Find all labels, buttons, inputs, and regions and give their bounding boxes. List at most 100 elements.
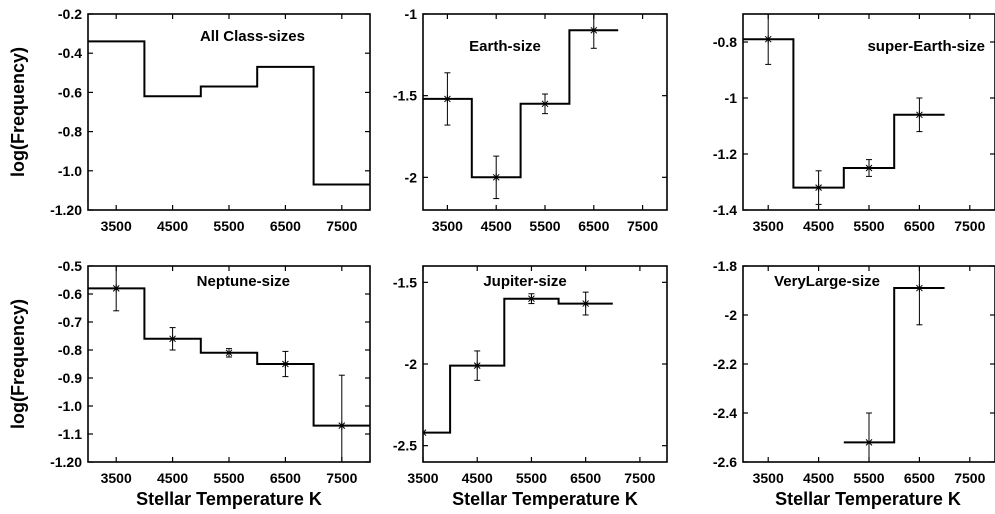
x-tick-label: 7500: [326, 218, 357, 234]
x-tick-label: 7500: [627, 218, 658, 234]
data-point: [443, 72, 452, 126]
y-tick-label: -1.0: [58, 163, 82, 179]
y-tick-label: -2: [405, 356, 418, 372]
x-tick-label: 5500: [213, 470, 244, 486]
y-tick-label: -2: [405, 169, 418, 185]
data-point: [814, 170, 823, 205]
star-marker: [764, 35, 773, 44]
y-tick-label: -1.20: [50, 454, 82, 470]
data-point: [281, 350, 290, 378]
y-tick-label: -1.20: [50, 202, 82, 218]
y-tick-label: -0.7: [58, 314, 82, 330]
x-axis-label-2: Stellar Temperature K: [452, 489, 638, 509]
y-tick-label: -1: [725, 90, 738, 106]
x-tick-label: 6500: [904, 470, 935, 486]
x-tick-label: 6500: [904, 218, 935, 234]
step-line: [423, 29, 619, 179]
star-marker: [865, 438, 873, 447]
y-tick-label: -1.5: [393, 274, 417, 290]
star-marker: [168, 334, 177, 343]
x-axis-label-3: Stellar Temperature K: [775, 489, 961, 509]
star-marker: [527, 294, 536, 303]
y-tick-label: -0.8: [713, 34, 737, 50]
data-point: [915, 97, 924, 133]
data-point: [168, 327, 177, 351]
data-point: [541, 93, 549, 115]
y-tick-label: -2.4: [713, 405, 737, 421]
y-tick-label: -0.6: [58, 84, 82, 100]
step-line: [843, 287, 945, 444]
x-tick-label: 5500: [853, 470, 884, 486]
data-point: [865, 412, 873, 462]
plot-frame: [87, 265, 371, 463]
y-tick-label: -0.6: [58, 286, 82, 302]
panel-title: VeryLarge-size: [774, 273, 880, 290]
data-point: [764, 14, 773, 65]
star-marker: [281, 360, 290, 368]
y-tick-label: -0.2: [58, 6, 82, 22]
star-marker: [865, 164, 873, 172]
panel-title: All Class-sizes: [200, 28, 305, 45]
y-axis-label-top: log(Frequency): [8, 47, 28, 177]
x-tick-label: 7500: [326, 470, 357, 486]
y-tick-label: -0.5: [58, 258, 82, 274]
data-point: [865, 159, 873, 177]
y-tick-label: -1.8: [713, 258, 737, 274]
x-tick-label: 4500: [157, 218, 188, 234]
x-tick-label: 5500: [529, 218, 560, 234]
star-marker: [541, 99, 549, 108]
y-tick-label: -1: [405, 6, 418, 22]
x-tick-label: 3500: [753, 470, 784, 486]
y-tick-label: -0.9: [58, 370, 82, 386]
x-tick-label: 6500: [270, 218, 301, 234]
x-tick-label: 7500: [954, 470, 985, 486]
x-tick-label: 3500: [407, 470, 438, 486]
x-tick-label: 4500: [157, 470, 188, 486]
panel-title: Neptune-size: [197, 273, 290, 290]
x-tick-label: 4500: [462, 470, 493, 486]
y-tick-label: -1.4: [713, 202, 737, 218]
y-tick-label: -2: [725, 307, 738, 323]
data-point: [581, 291, 590, 316]
star-marker: [423, 428, 427, 437]
y-tick-label: -1.1: [58, 426, 82, 442]
x-tick-label: 5500: [213, 218, 244, 234]
x-tick-label: 6500: [578, 218, 609, 234]
data-point: [112, 266, 121, 312]
panel-6: 3500 4500 5500 6500 7500 -2.6 -2.4 -2.2 -2 -1.8 Ve…: [713, 258, 995, 486]
data-point: [337, 374, 346, 462]
x-tick-label: 3500: [101, 470, 132, 486]
step-line: [88, 40, 370, 186]
x-tick-label: 4500: [803, 218, 834, 234]
star-marker: [443, 94, 452, 103]
x-axis-label-1: Stellar Temperature K: [136, 489, 322, 509]
panel-title: super-Earth-size: [867, 38, 985, 55]
panel-3: 3500 4500 5500 6500 7500 -1.4 -1.2 -1 -0.8 super-…: [713, 13, 995, 234]
star-marker: [112, 284, 121, 293]
y-tick-label: -2.5: [393, 438, 417, 454]
star-marker: [589, 26, 598, 35]
panel-4: 3500 4500 5500 6500 7500 -1.20 -1.1 -1.0 -0.9 -0.…: [50, 258, 371, 486]
data-point: [527, 293, 536, 305]
plot-frame: [422, 265, 668, 463]
y-tick-label: -2.6: [713, 454, 737, 470]
y-tick-label: -0.4: [58, 45, 82, 61]
x-tick-label: 5500: [516, 470, 547, 486]
x-tick-label: 3500: [432, 218, 463, 234]
x-tick-label: 4500: [481, 218, 512, 234]
panel-title: Jupiter-size: [483, 273, 566, 290]
y-tick-label: -0.8: [58, 342, 82, 358]
step-line: [743, 38, 945, 189]
star-marker: [225, 348, 233, 357]
step-line: [423, 297, 613, 434]
x-tick-label: 4500: [803, 470, 834, 486]
star-marker: [473, 361, 482, 370]
star-marker: [915, 110, 924, 119]
data-point: [473, 350, 482, 381]
x-tick-label: 6500: [570, 470, 601, 486]
data-point: [423, 428, 427, 437]
star-marker: [581, 299, 590, 308]
x-tick-label: 7500: [624, 470, 655, 486]
y-axis-label-bottom: log(Frequency): [8, 299, 28, 429]
